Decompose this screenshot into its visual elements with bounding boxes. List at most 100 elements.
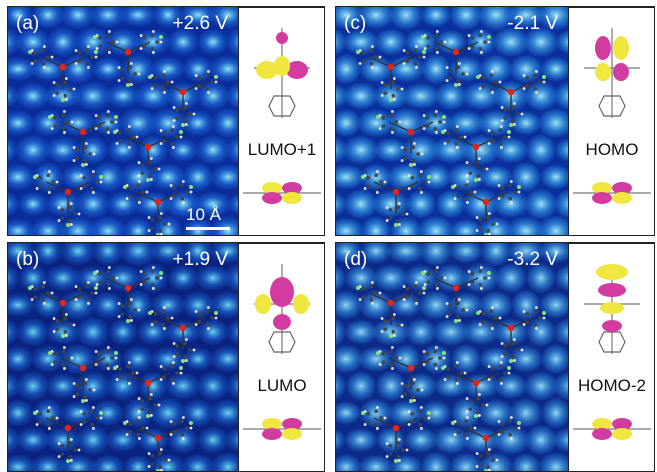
stm-spot xyxy=(435,29,467,55)
stm-spot xyxy=(122,397,154,429)
stm-spot xyxy=(356,108,396,138)
orbital-side-view xyxy=(243,182,321,204)
stm-spot xyxy=(448,56,484,82)
stm-spot xyxy=(336,453,362,471)
stm-spot xyxy=(73,80,113,112)
stm-spot xyxy=(196,28,230,56)
molecule-model xyxy=(421,266,491,323)
stm-spot xyxy=(133,191,173,217)
orbital-label-c: HOMO xyxy=(585,140,639,159)
stm-spot xyxy=(182,243,214,266)
stm-spot xyxy=(58,453,98,471)
stm-spot xyxy=(375,426,407,454)
stm-spot xyxy=(450,343,482,375)
stm-spot xyxy=(30,216,66,235)
bias-voltage-b: +1.9 V xyxy=(172,249,228,270)
panel-label-c: (c) xyxy=(344,13,367,34)
orbital-top-view xyxy=(254,28,310,118)
stm-spot xyxy=(386,107,426,139)
stm-spot xyxy=(180,453,216,471)
orbital-diagram-b xyxy=(243,264,321,440)
stm-spot xyxy=(536,215,568,235)
stm-spot xyxy=(525,262,557,294)
stm-spot xyxy=(122,289,154,321)
stm-spot xyxy=(567,226,568,235)
stm-spot xyxy=(167,137,199,163)
molecule-model xyxy=(451,180,521,235)
molecule-model xyxy=(361,170,431,227)
stm-spot xyxy=(91,161,125,193)
molecule-model xyxy=(376,110,446,167)
panel-d: (d) -3.2 V HOMO-2 xyxy=(335,242,655,472)
bias-voltage-c: -2.1 V xyxy=(507,13,558,34)
stm-spot xyxy=(14,134,52,166)
stm-spot xyxy=(537,107,568,139)
stm-spot xyxy=(225,371,238,401)
stm-spot xyxy=(104,83,142,109)
stm-spot xyxy=(431,136,471,164)
stm-spot xyxy=(420,163,452,191)
orbital-top-view xyxy=(254,264,310,354)
stm-spot xyxy=(103,264,143,292)
stm-spot xyxy=(180,109,216,137)
orbital-label-a: LUMO+1 xyxy=(247,140,317,159)
molecule-model xyxy=(361,406,431,463)
stm-spot xyxy=(167,264,199,292)
bias-voltage-d: -3.2 V xyxy=(507,249,558,270)
stm-spot xyxy=(373,82,409,110)
stm-spot xyxy=(554,137,568,163)
stm-spot xyxy=(342,134,380,166)
stm-spot xyxy=(343,188,379,220)
stm-spot xyxy=(567,408,568,418)
stm-spot xyxy=(15,82,51,110)
stm-spot xyxy=(461,262,501,294)
stm-spot xyxy=(389,454,423,471)
stm-spot xyxy=(419,243,453,267)
stm-spot xyxy=(152,7,184,29)
stm-spot xyxy=(105,427,141,453)
stm-spot xyxy=(461,426,501,454)
stm-spot xyxy=(8,191,21,217)
stm-spot xyxy=(74,26,112,58)
stm-spot xyxy=(419,400,453,426)
stm-spot xyxy=(60,7,96,30)
stm-spot xyxy=(372,264,410,292)
stm-spot xyxy=(225,82,238,110)
stm-spot xyxy=(8,345,35,373)
molecule-model xyxy=(33,406,103,463)
stm-spot xyxy=(104,28,142,56)
stm-spot xyxy=(336,164,366,190)
stm-spot xyxy=(75,316,111,348)
stm-spot xyxy=(336,290,364,320)
stm-spot xyxy=(75,424,111,456)
stm-spot xyxy=(566,170,568,184)
stm-spot xyxy=(404,28,438,56)
stm-spot xyxy=(30,345,66,373)
molecule-model xyxy=(451,416,521,471)
stm-spot xyxy=(358,454,394,471)
stm-spot xyxy=(208,398,238,428)
stm-spot xyxy=(209,7,238,30)
stm-spot xyxy=(107,318,139,346)
stm-spot xyxy=(403,427,439,453)
stm-spot xyxy=(32,291,64,319)
stm-spot xyxy=(8,399,34,427)
stm-spot xyxy=(446,162,486,192)
stm-image-c: (c) -2.1 V xyxy=(336,7,568,235)
stm-spot xyxy=(8,56,38,82)
stm-spot xyxy=(480,243,512,267)
stm-spot xyxy=(29,454,67,471)
stm-spot xyxy=(343,427,379,453)
stm-spot xyxy=(106,137,140,163)
stm-spot xyxy=(227,192,238,216)
scale-bar-label: 10 Å xyxy=(186,205,221,224)
molecule-model xyxy=(93,266,163,323)
stm-spot xyxy=(30,7,66,30)
stm-spot xyxy=(91,243,125,266)
stm-spot xyxy=(537,451,568,471)
stm-spot xyxy=(336,317,347,347)
stm-spot xyxy=(553,188,568,220)
stm-spot xyxy=(450,397,482,429)
stm-spot xyxy=(401,82,441,110)
stm-spot xyxy=(358,289,394,321)
